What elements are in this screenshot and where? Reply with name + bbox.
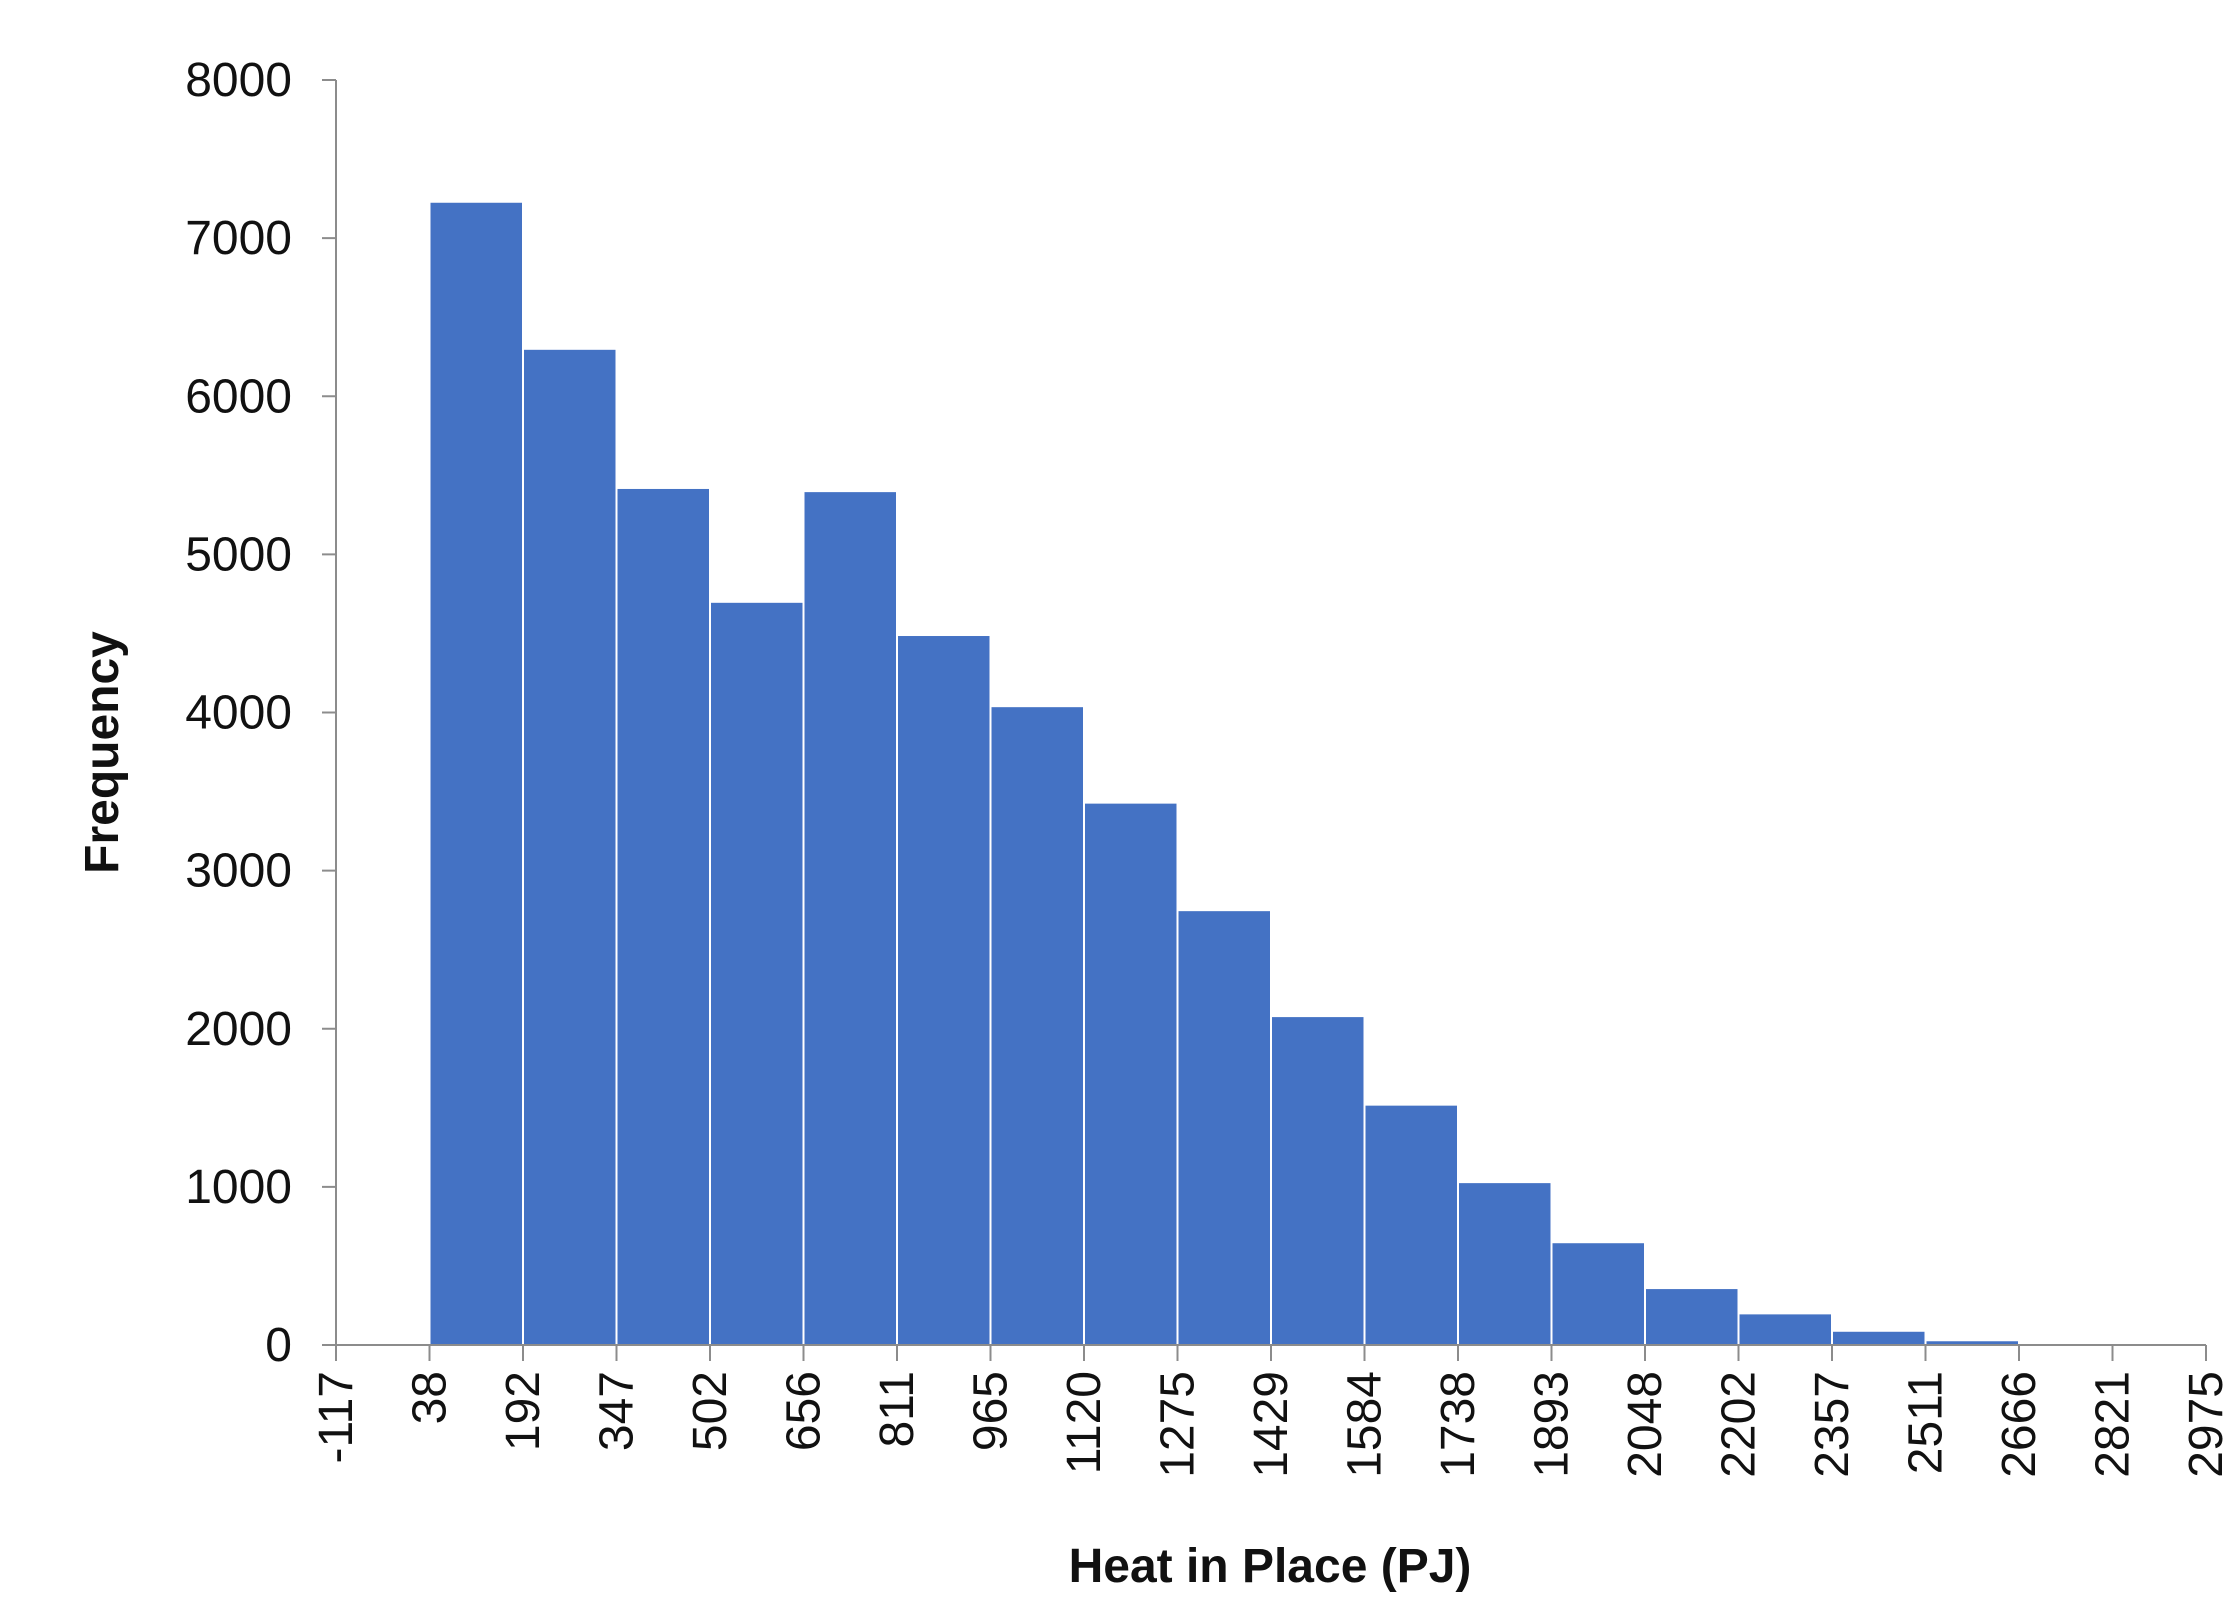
x-tick-label: 965: [965, 1371, 1018, 1451]
x-ticks-layer: -117 38 192 347 502 656 811 965 1120 1275 1429 1584…: [310, 1345, 2233, 1478]
y-tick-label: 8000: [185, 54, 292, 107]
histogram-bar: [1270, 1015, 1366, 1346]
histogram-bar: [1083, 801, 1179, 1346]
histogram-bar: [1363, 1103, 1459, 1347]
bars-layer: [428, 200, 2020, 1347]
y-tick-label: 4000: [185, 687, 292, 740]
x-tick-label: 2666: [1993, 1371, 2046, 1478]
y-axis-title: Frequency: [76, 631, 129, 874]
y-tick-label: 3000: [185, 845, 292, 898]
histogram-bar: [802, 490, 898, 1346]
x-tick-label: 2821: [2087, 1371, 2140, 1478]
histogram-bar: [709, 600, 805, 1346]
x-tick-label: 1738: [1432, 1371, 1485, 1478]
x-tick-label: 192: [497, 1371, 550, 1451]
y-tick-label: 5000: [185, 528, 292, 581]
histogram-bar: [896, 634, 992, 1346]
histogram-bar: [522, 347, 618, 1346]
x-tick-label: 347: [591, 1371, 644, 1451]
histogram-bar: [1644, 1287, 1740, 1346]
histogram-bar: [615, 486, 711, 1346]
y-tick-label: 1000: [185, 1161, 292, 1214]
x-tick-label: 811: [871, 1371, 924, 1448]
x-tick-label: 1584: [1339, 1371, 1392, 1478]
y-tick-label: 2000: [185, 1003, 292, 1056]
y-ticks-layer: 0 1000 2000 3000 4000 5000 6000 7000 8000: [185, 54, 336, 1372]
histogram-bar: [1550, 1241, 1646, 1346]
x-tick-label: 38: [404, 1371, 457, 1424]
x-tick-label: 2511: [1900, 1371, 1953, 1474]
y-tick-label: 0: [265, 1319, 292, 1372]
histogram-bar: [1737, 1312, 1833, 1346]
histogram-bar: [1457, 1181, 1553, 1346]
x-tick-label: 2357: [1806, 1371, 1859, 1478]
x-tick-label: 656: [778, 1371, 831, 1451]
histogram-bar: [428, 200, 524, 1347]
x-axis-title: Heat in Place (PJ): [1069, 1540, 1472, 1593]
x-tick-label: 1429: [1245, 1371, 1298, 1478]
histogram-bar: [989, 705, 1085, 1346]
x-tick-label: 2975: [2180, 1371, 2233, 1478]
x-tick-label: 2048: [1619, 1371, 1672, 1478]
x-tick-label: 502: [684, 1371, 737, 1451]
x-tick-label: 1275: [1152, 1371, 1205, 1478]
y-tick-label: 7000: [185, 212, 292, 265]
x-tick-label: 1893: [1526, 1371, 1579, 1478]
x-tick-label: -117: [310, 1371, 363, 1464]
histogram-bar: [1176, 909, 1272, 1346]
x-tick-label: 2202: [1713, 1371, 1766, 1478]
y-tick-label: 6000: [185, 370, 292, 423]
histogram-bar: [1831, 1329, 1927, 1347]
x-tick-label: 1120: [1058, 1371, 1111, 1474]
